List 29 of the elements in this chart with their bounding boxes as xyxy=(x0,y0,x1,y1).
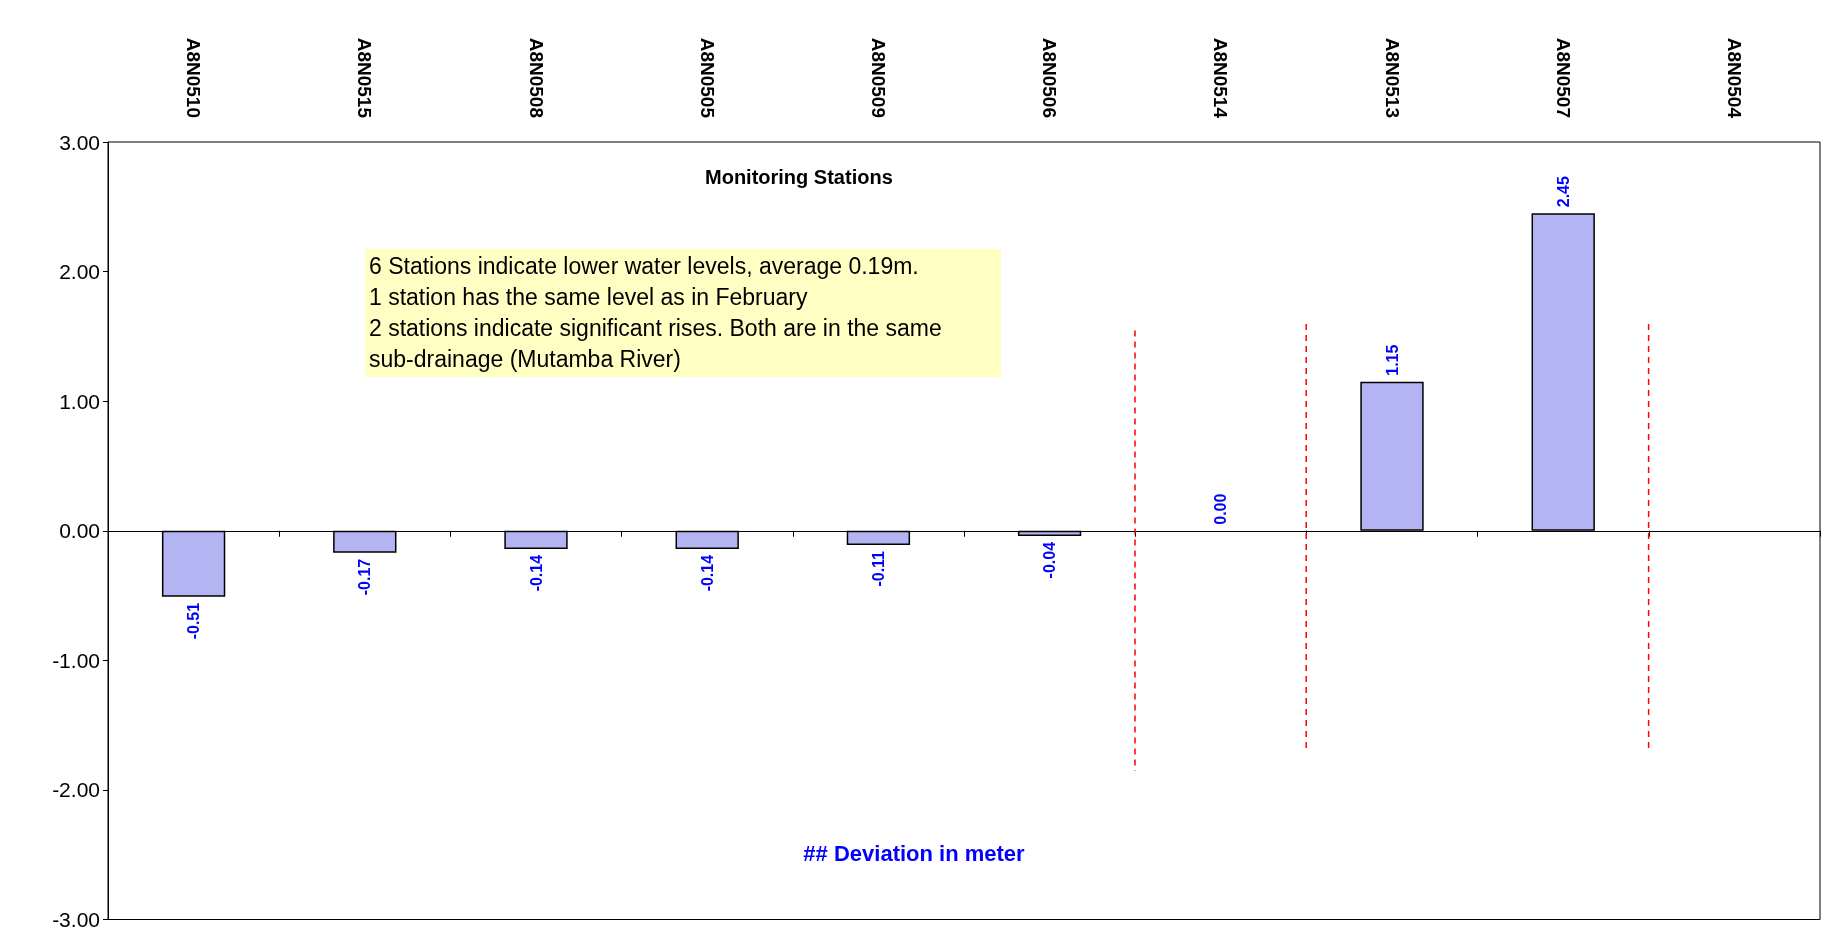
x-tick-label: A8N0508 xyxy=(525,37,547,118)
x-tick-label: A8N0515 xyxy=(354,37,376,119)
y-tick-label: -2.00 xyxy=(52,778,100,802)
x-tick-label: A8N0513 xyxy=(1381,37,1403,118)
y-tick-label: 1.00 xyxy=(59,389,100,413)
x-tick-label: A8N0514 xyxy=(1210,37,1232,119)
data-label: 2.45 xyxy=(1554,176,1572,208)
data-label: -0.14 xyxy=(527,554,545,592)
text: Monitoring Stations xyxy=(705,166,893,188)
y-tick-label: -3.00 xyxy=(52,908,100,930)
data-label: -0.51 xyxy=(185,602,203,640)
data-label: 1.15 xyxy=(1383,344,1401,376)
x-tick-label: A8N0510 xyxy=(183,37,205,118)
y-tick-label: 2.00 xyxy=(59,260,100,284)
x-tick-label: A8N0504 xyxy=(1723,37,1745,119)
note-box: 6 Stations indicate lower water levels, average 0.19m. 1 station has the same level as in February 2 stations indicate significant rises. Both are in the same sub-drainage (Mutamba River) xyxy=(365,249,1001,377)
x-tick-label: A8N0506 xyxy=(1039,37,1061,118)
data-label: -0.11 xyxy=(869,550,887,587)
data-label: -0.14 xyxy=(698,554,716,592)
y-tick-label: -1.00 xyxy=(52,648,100,672)
x-tick-label: A8N0507 xyxy=(1552,37,1574,118)
y-tick-label: 3.00 xyxy=(59,130,100,154)
y-tick-label: 0.00 xyxy=(59,519,100,543)
x-tick-label: A8N0509 xyxy=(867,37,889,118)
data-label: 0.00 xyxy=(1212,493,1230,525)
data-label: -0.17 xyxy=(356,558,374,596)
data-label: -0.04 xyxy=(1041,541,1059,579)
annotation: ## Deviation in meter xyxy=(803,840,1026,866)
x-tick-label: A8N0505 xyxy=(696,37,718,119)
